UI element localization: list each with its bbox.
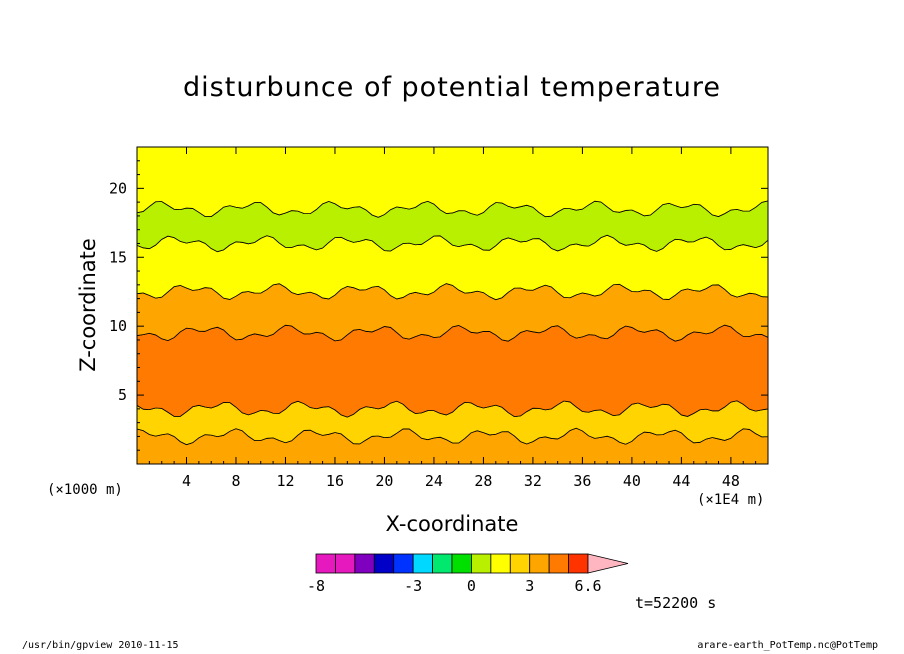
x-tick-label: 40	[623, 472, 641, 490]
colorbar-cell	[548, 553, 569, 574]
x-tick-label: 32	[524, 472, 542, 490]
x-tick-label: 36	[573, 472, 591, 490]
time-label: t=52200 s	[635, 594, 717, 612]
colorbar-cell	[412, 553, 433, 574]
contour-field	[137, 147, 768, 464]
x-unit-right: (×1E4 m)	[697, 492, 765, 508]
colorbar-cell	[490, 553, 511, 574]
colorbar-extend-arrow	[587, 553, 629, 574]
colorbar-cell	[315, 553, 336, 574]
x-tick-label: 12	[276, 472, 294, 490]
colorbar-cell	[393, 553, 414, 574]
x-tick-label: 20	[375, 472, 393, 490]
colorbar-cell	[529, 553, 550, 574]
x-unit-left: (×1000 m)	[47, 482, 123, 498]
colorbar-cell	[471, 553, 492, 574]
colorbar-tick-label: 6.6	[574, 577, 601, 595]
chart-title: disturbunce of potential temperature	[183, 72, 721, 103]
colorbar: -8 -3 0 3 6.6	[307, 553, 629, 595]
x-tick-label: 48	[722, 472, 740, 490]
colorbar-cell	[568, 553, 589, 574]
colorbar-cell	[509, 553, 531, 574]
x-axis-label: X-coordinate	[385, 512, 519, 536]
colorbar-cell	[432, 553, 453, 574]
x-tick-label: 8	[231, 472, 240, 490]
colorbar-cell	[373, 553, 395, 574]
y-tick-label: 20	[109, 179, 127, 197]
colorbar-tick-label: -8	[307, 577, 325, 595]
plot-frame	[136, 146, 769, 465]
footer-right: arare-earth_PotTemp.nc@PotTemp	[697, 640, 878, 651]
y-tick-label: 5	[118, 386, 127, 404]
colorbar-cell	[335, 553, 356, 574]
colorbar-tick-label: 0	[467, 577, 476, 595]
colorbar-tick-label: 3	[525, 577, 534, 595]
x-tick-label: 16	[326, 472, 344, 490]
field-band	[137, 147, 768, 218]
x-tick-label: 28	[474, 472, 492, 490]
x-tick-label: 44	[672, 472, 690, 490]
y-axis-label: Z-coordinate	[76, 238, 100, 372]
y-tick-label: 10	[109, 317, 127, 335]
x-tick-label: 4	[182, 472, 191, 490]
y-tick-label: 15	[109, 248, 127, 266]
footer-left: /usr/bin/gpview 2010-11-15	[22, 640, 179, 651]
colorbar-cell	[354, 553, 375, 574]
x-tick-label: 24	[425, 472, 443, 490]
colorbar-cell	[451, 553, 472, 574]
colorbar-tick-label: -3	[404, 577, 422, 595]
